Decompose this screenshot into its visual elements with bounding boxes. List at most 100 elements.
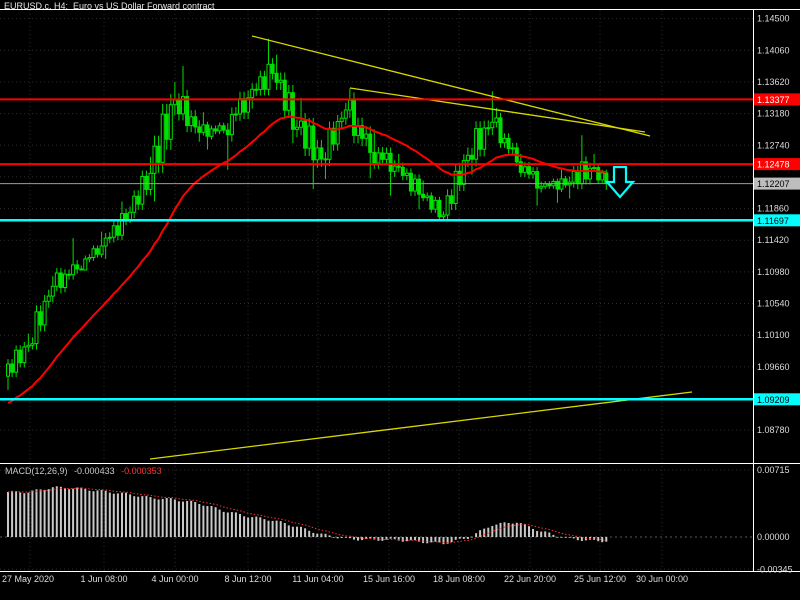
time-tick-label: 27 May 2020 — [2, 574, 54, 584]
candle-body — [482, 127, 487, 150]
candle-body — [83, 258, 88, 271]
macd-histogram-bar — [304, 528, 307, 537]
candle-body — [413, 178, 417, 192]
candle-body — [417, 178, 422, 195]
candle-body — [368, 133, 373, 153]
macd-histogram-bar — [430, 537, 433, 543]
macd-histogram-bar — [532, 529, 534, 537]
macd-indicator-caption: MACD(12,26,9) -0.000433 -0.000353 — [5, 466, 162, 476]
macd-histogram-bar — [300, 526, 302, 537]
candle-body — [258, 76, 263, 91]
macd-histogram-bar — [7, 492, 9, 537]
candle-body — [543, 183, 548, 187]
candle-body — [193, 116, 198, 128]
candle-body — [437, 199, 442, 218]
candle-body — [254, 88, 259, 91]
macd-histogram-bar — [88, 490, 91, 537]
macd-histogram-bar — [177, 501, 180, 537]
macd-histogram-bar — [72, 488, 75, 537]
candle-body — [87, 257, 92, 260]
candle-body — [531, 171, 535, 175]
macd-histogram-bar — [96, 490, 99, 537]
macd-histogram-bar — [560, 537, 563, 538]
macd-histogram-bar — [454, 537, 457, 540]
candle-body — [181, 96, 185, 115]
macd-histogram-bar — [296, 526, 298, 537]
macd-histogram-bar — [100, 489, 103, 537]
candle-body — [10, 363, 15, 373]
macd-histogram-bar — [507, 523, 510, 537]
price-badge-label: 1.13377 — [757, 95, 790, 105]
macd-histogram-bar — [393, 537, 396, 539]
trendline[interactable] — [251, 35, 651, 137]
candle-body — [347, 99, 352, 111]
macd-histogram-bar — [226, 512, 229, 537]
candle-body — [30, 343, 35, 346]
macd-histogram-bar — [145, 495, 148, 537]
macd-histogram-bar — [515, 522, 518, 537]
macd-histogram-bar — [528, 526, 530, 537]
candle-body — [408, 172, 413, 192]
macd-histogram-bar — [121, 492, 123, 537]
candle-body — [352, 99, 356, 136]
candle-body — [221, 125, 226, 131]
candle-body — [575, 170, 580, 185]
price-badge-bg — [754, 393, 800, 406]
candle-body — [282, 79, 287, 111]
candle-body — [91, 248, 96, 259]
moving-average-line — [7, 115, 607, 404]
macd-histogram-bar — [499, 522, 502, 537]
macd-histogram-bar — [153, 498, 156, 537]
candle-body — [274, 72, 279, 83]
candlestick-series — [6, 38, 609, 390]
macd-histogram-bar — [84, 489, 87, 537]
candle-body — [99, 245, 104, 255]
candle-body — [111, 225, 116, 238]
candle-body — [103, 237, 108, 247]
candle-body — [75, 264, 80, 270]
macd-histogram-bar — [157, 499, 160, 537]
macd-histogram-bar — [234, 512, 237, 537]
candle-body — [132, 195, 137, 213]
macd-histogram-bar — [475, 533, 478, 537]
trendline[interactable] — [349, 87, 646, 133]
macd-tick-label: -0.00345 — [757, 564, 793, 574]
candle-body — [38, 311, 43, 326]
candle-body — [164, 113, 169, 140]
macd-histogram-bar — [68, 489, 71, 537]
macd-histogram-bar — [462, 537, 465, 539]
candle-body — [136, 195, 141, 205]
macd-histogram-bar — [458, 537, 461, 539]
macd-histogram-bar — [19, 492, 22, 537]
macd-histogram-bar — [401, 537, 404, 542]
macd-histogram-bar — [389, 537, 392, 539]
macd-histogram-bar — [80, 487, 83, 537]
candle-body — [592, 167, 597, 170]
candle-body — [160, 113, 165, 163]
candle-body — [457, 170, 462, 186]
candle-body — [286, 92, 291, 111]
macd-histogram-bar — [353, 537, 355, 540]
candle-body — [67, 273, 72, 276]
macd-histogram-bar — [483, 528, 486, 537]
macd-histogram-bar — [108, 492, 111, 537]
macd-histogram-bar — [76, 487, 79, 537]
macd-histogram-bar — [446, 537, 449, 544]
macd-histogram-bar — [116, 493, 119, 537]
price-tick-label: 1.08780 — [757, 425, 790, 435]
time-axis[interactable]: 27 May 2020 1 Jun 08:00 4 Jun 00:00 8 Jun 1… — [2, 574, 688, 584]
trendline[interactable] — [149, 391, 693, 460]
candle-body — [323, 158, 328, 161]
macd-histogram-bar — [190, 500, 193, 537]
candle-body — [449, 195, 454, 204]
time-tick-label: 4 Jun 00:00 — [151, 574, 198, 584]
macd-histogram-bar — [194, 502, 197, 537]
candle-body — [510, 147, 515, 150]
macd-histogram-bar — [210, 506, 213, 537]
candle-body — [433, 199, 438, 210]
down-arrow-object[interactable] — [604, 165, 636, 199]
macd-histogram-bar — [365, 537, 368, 539]
price-axis[interactable]: 1.14500 1.14060 1.13620 1.13180 1.12740 1.118… — [757, 14, 793, 575]
candle-body — [168, 104, 173, 140]
